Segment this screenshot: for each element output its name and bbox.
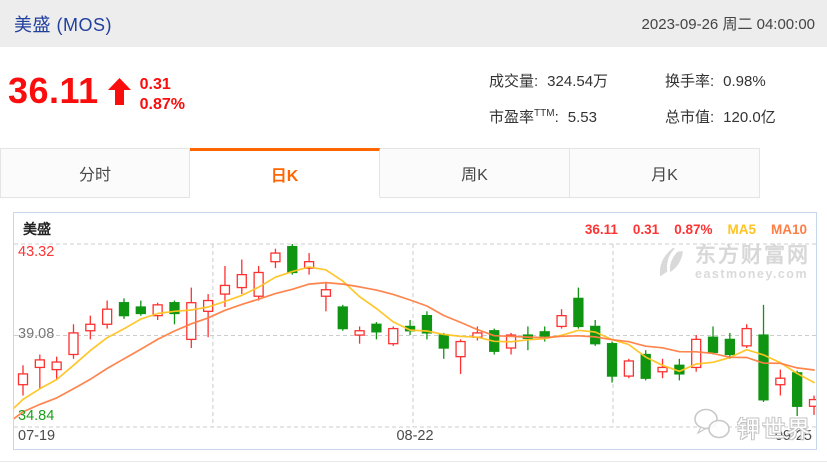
tab-intraday[interactable]: 分时 [0, 148, 190, 198]
chart-legend: 36.11 0.31 0.87% MA5 MA10 [585, 222, 807, 237]
x-tick-start: 07-19 [18, 428, 56, 444]
header-bar: 美盛 (MOS) 2023-09-26 周二 04:00:00 [0, 0, 827, 47]
legend-ma10: MA10 [770, 221, 807, 237]
x-tick-mid: 08-22 [396, 428, 434, 444]
stat-turnover-rate: 换手率: 0.98% [665, 73, 766, 90]
chart-title-row: 美盛 36.11 0.31 0.87% MA5 MA10 [14, 219, 816, 239]
quote-datetime: 2023-09-26 周二 04:00:00 [641, 16, 815, 33]
tab-daily-k[interactable]: 日K [190, 148, 380, 198]
stat-pe-ttm: 市盈率TTM: 5.53 [489, 108, 597, 126]
x-axis-labels: 07-19 08-22 09-25 [18, 428, 812, 444]
stats-grid: 成交量: 324.54万 换手率: 0.98% 市盈率TTM: 5.53 总市值: 12… [489, 70, 821, 127]
chart-stock-name: 美盛 [23, 221, 51, 237]
stat-volume: 成交量: 324.54万 [489, 73, 609, 90]
stat-market-cap: 总市值: 120.0亿 [665, 109, 776, 126]
section-divider [0, 461, 827, 462]
current-price: 36.11 [8, 70, 99, 111]
tab-weekly-k[interactable]: 周K [380, 148, 570, 198]
price-change-block: 0.31 0.87% [140, 75, 185, 114]
stock-title: 美盛 (MOS) [14, 14, 112, 35]
kline-chart-card: 美盛 36.11 0.31 0.87% MA5 MA10 东方财富网 eastm… [13, 212, 817, 450]
price-block: 36.11 0.31 0.87% [8, 70, 185, 114]
y-tick-min: 34.84 [18, 408, 55, 424]
chart-tabs: 分时 日K 周K 月K [0, 148, 761, 198]
tab-monthly-k[interactable]: 月K [570, 148, 760, 198]
legend-ma5: MA5 [727, 221, 756, 237]
y-tick-max: 43.32 [18, 244, 55, 260]
up-arrow-icon [107, 78, 131, 110]
legend-change-percent: 0.87% [674, 221, 713, 237]
legend-price: 36.11 [584, 221, 618, 237]
y-tick-mid: 39.08 [18, 326, 55, 342]
x-tick-end: 09-25 [774, 428, 812, 444]
legend-change: 0.31 [632, 221, 660, 237]
price-change: 0.31 [139, 76, 171, 93]
price-change-percent: 0.87% [139, 95, 185, 113]
kline-svg[interactable] [14, 241, 816, 449]
